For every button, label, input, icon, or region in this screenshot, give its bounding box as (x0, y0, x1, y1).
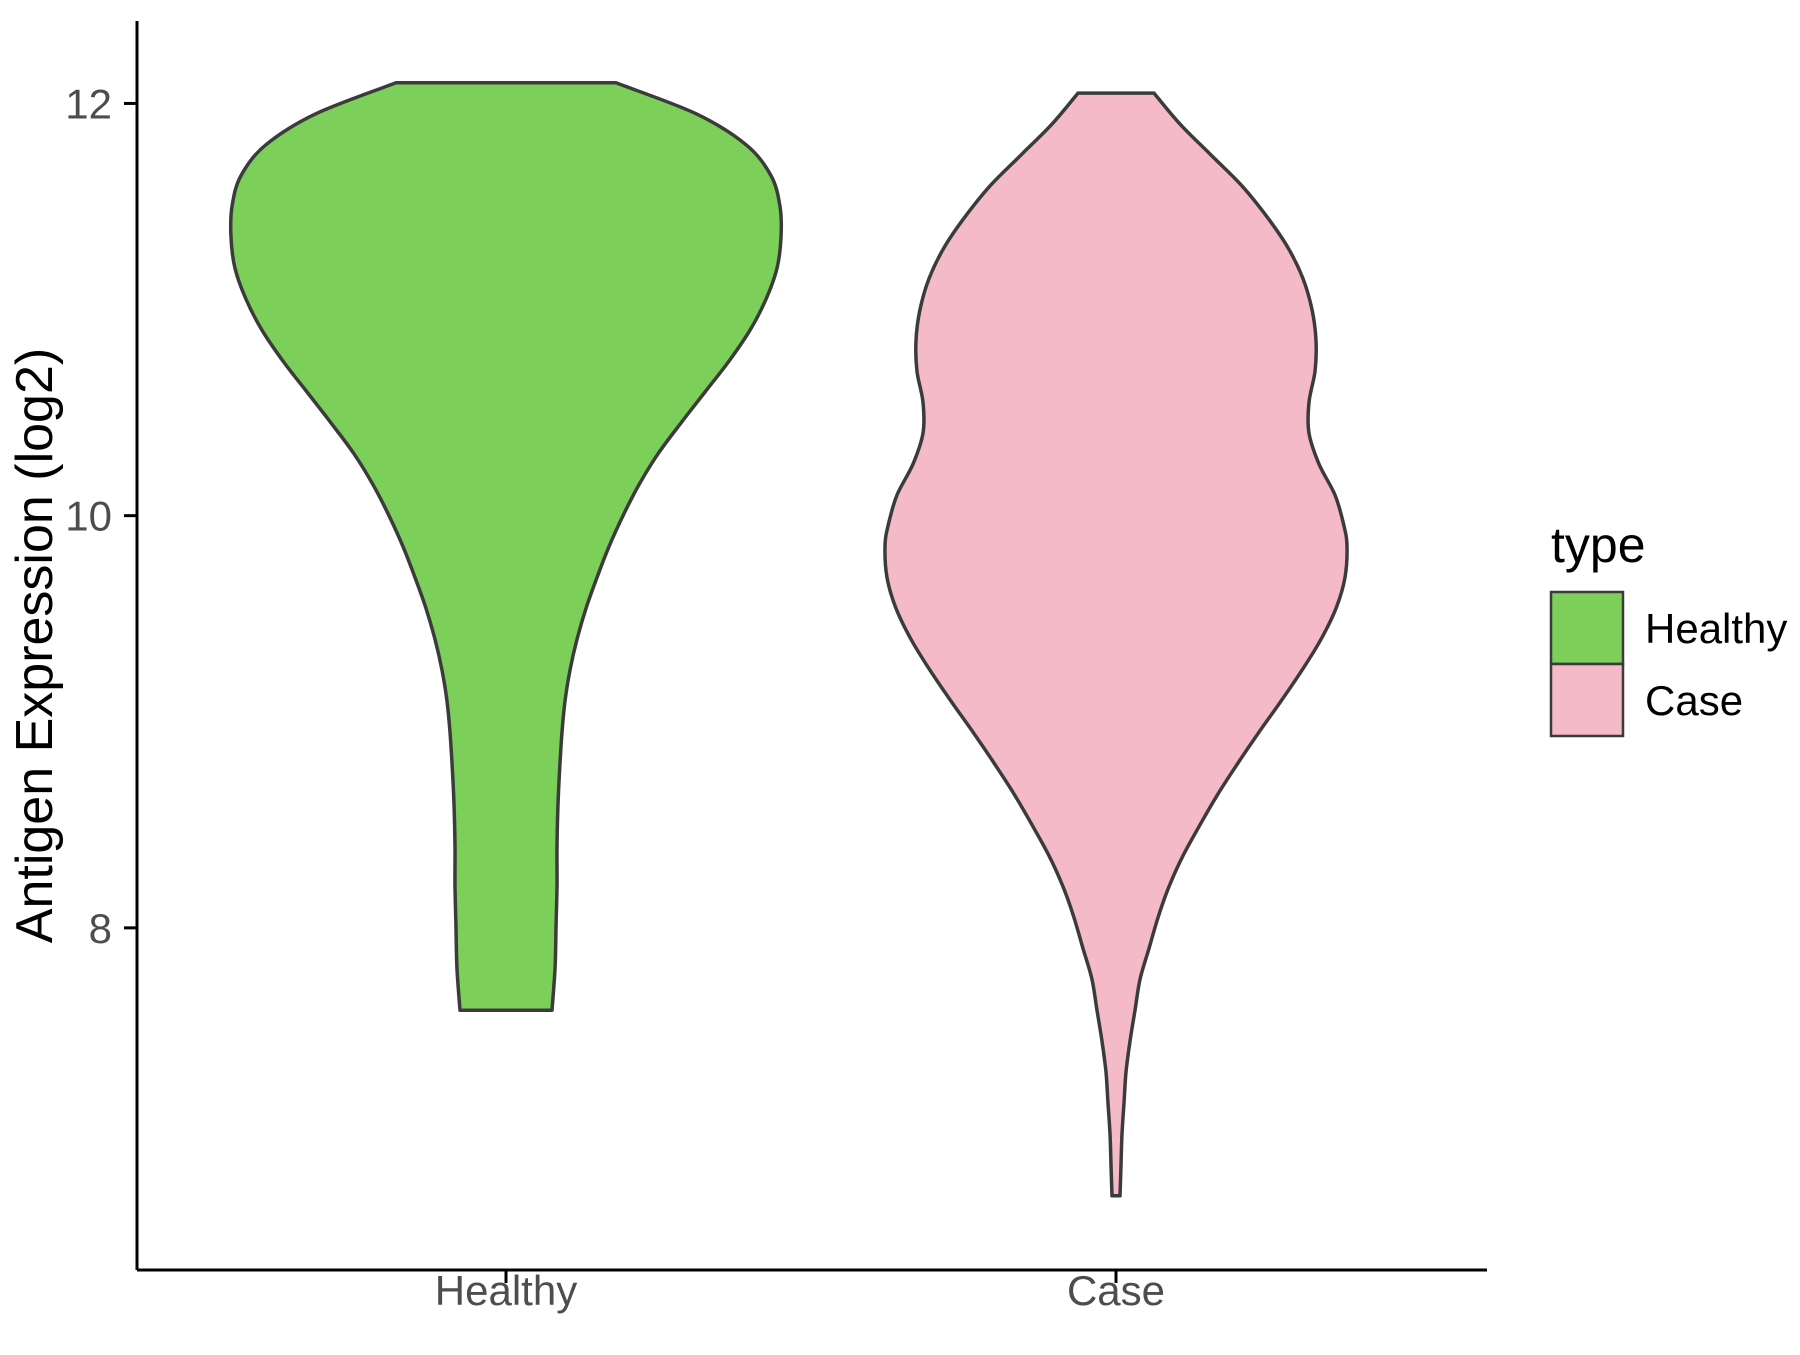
violin-case (883, 91, 1349, 1198)
legend-label-healthy: Healthy (1645, 605, 1787, 652)
y-tick-label-12: 12 (65, 80, 112, 127)
violin-healthy (228, 81, 784, 1013)
legend-title: type (1551, 517, 1646, 573)
legend-swatch-healthy (1549, 590, 1625, 666)
y-axis-title: Antigen Expression (log2) (6, 348, 64, 943)
legend-label-case: Case (1645, 677, 1743, 724)
y-tick-label-8: 8 (89, 905, 112, 952)
x-category-label-healthy: Healthy (435, 1267, 577, 1314)
x-category-label-case: Case (1067, 1267, 1165, 1314)
y-tick-label-10: 10 (65, 493, 112, 540)
legend-swatch-case (1549, 662, 1625, 738)
